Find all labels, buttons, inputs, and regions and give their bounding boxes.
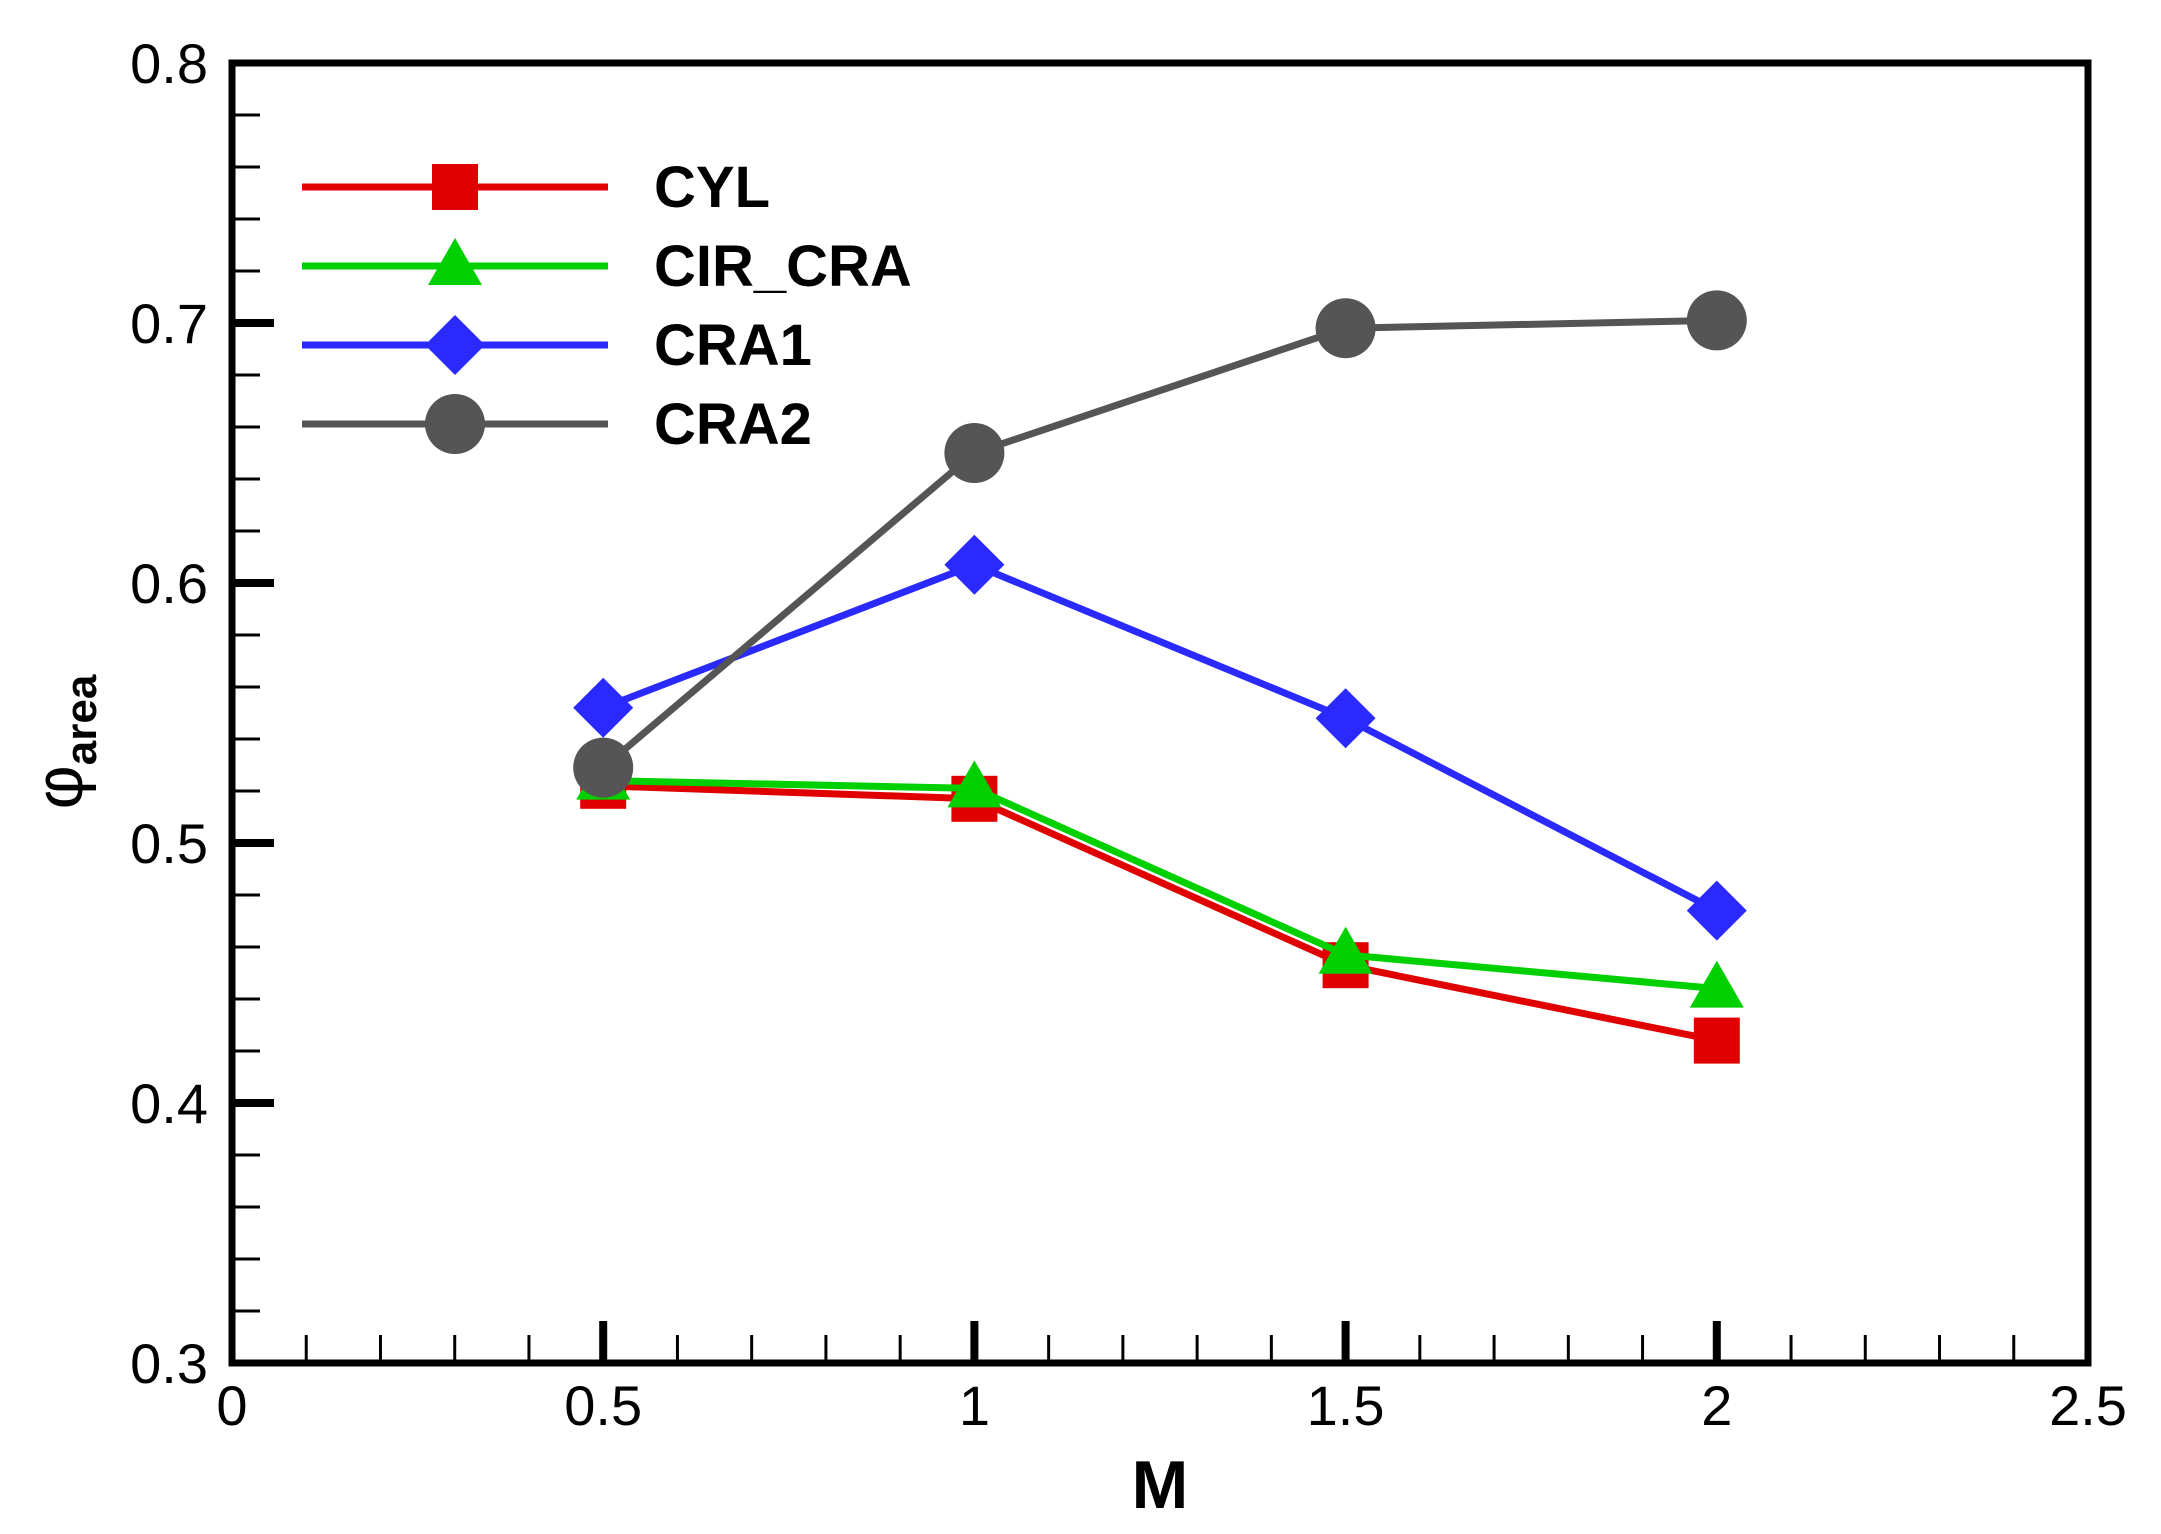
- y-tick-label: 0.3: [130, 1332, 208, 1395]
- y-axis-title-subscript: area: [57, 674, 106, 765]
- legend-label-cir-cra: CIR_CRA: [654, 234, 912, 299]
- x-tick-label: 0: [216, 1374, 247, 1437]
- y-tick-label: 0.7: [130, 292, 208, 355]
- data-point-cra1: [573, 677, 634, 738]
- x-tick-label: 2: [1701, 1374, 1732, 1437]
- legend-label-cra1: CRA1: [654, 313, 812, 378]
- legend-marker-cyl: [432, 164, 478, 210]
- x-tick-label: 1.5: [1307, 1374, 1385, 1437]
- legend-item-cir-cra: CIR_CRA: [302, 234, 912, 299]
- data-point-cra2: [1315, 298, 1376, 359]
- data-point-cir-cra: [947, 760, 1002, 808]
- series-line-cra1: [601, 561, 1719, 914]
- plot-frame: [228, 59, 2092, 1367]
- series-line-cyl: [603, 782, 1718, 1045]
- series-cir-cra: [576, 752, 1744, 1008]
- legend-label-cyl: CYL: [654, 155, 770, 220]
- data-point-cra1: [1686, 880, 1747, 941]
- data-point-cra1: [944, 534, 1005, 595]
- series-layer: [573, 290, 1747, 1064]
- legend-marker-cra2: [425, 394, 485, 454]
- y-tick-label: 0.6: [130, 552, 208, 615]
- data-point-cra2: [1686, 290, 1747, 351]
- legend-label-cra2: CRA2: [654, 392, 812, 457]
- y-axis-title: φarea: [21, 674, 106, 809]
- y-tick-label: 0.8: [130, 32, 208, 95]
- legend-item-cra1: CRA1: [302, 313, 812, 378]
- y-tick-label: 0.4: [130, 1072, 208, 1135]
- data-point-cir-cra: [1318, 926, 1373, 974]
- x-axis-title: M: [1132, 1447, 1189, 1523]
- data-point-cra1: [1315, 688, 1376, 749]
- series-cyl: [580, 762, 1740, 1064]
- legend-marker-cra1: [425, 315, 485, 375]
- data-point-cra2: [573, 737, 634, 798]
- x-tick-label: 1: [959, 1374, 990, 1437]
- legend-item-cyl: CYL: [302, 155, 770, 220]
- series-cra1: [573, 534, 1747, 941]
- series-line-cra2: [600, 316, 1717, 771]
- x-tick-label: 0.5: [564, 1374, 642, 1437]
- y-axis-title-symbol: φ: [21, 765, 97, 809]
- series-cra2: [573, 290, 1747, 798]
- series-line-cir-cra: [603, 777, 1718, 993]
- data-point-cir-cra: [1689, 960, 1744, 1008]
- legend: CYL CIR_CRA CRA1 CRA2: [302, 155, 912, 457]
- y-tick-labels: 0.3 0.4 0.5 0.6 0.7 0.8: [130, 32, 208, 1395]
- y-tick-label: 0.5: [130, 812, 208, 875]
- major-ticks: [232, 319, 1721, 1363]
- x-tick-label: 2.5: [2049, 1374, 2127, 1437]
- legend-marker-cir-cra: [428, 238, 482, 285]
- svg-text:φarea: φarea: [21, 674, 106, 809]
- legend-item-cra2: CRA2: [302, 392, 812, 457]
- data-point-cyl: [1693, 1017, 1740, 1064]
- minor-ticks: [232, 113, 2016, 1363]
- x-tick-labels: 0 0.5 1 1.5 2 2.5: [216, 1374, 2127, 1437]
- data-point-cra2: [944, 423, 1005, 483]
